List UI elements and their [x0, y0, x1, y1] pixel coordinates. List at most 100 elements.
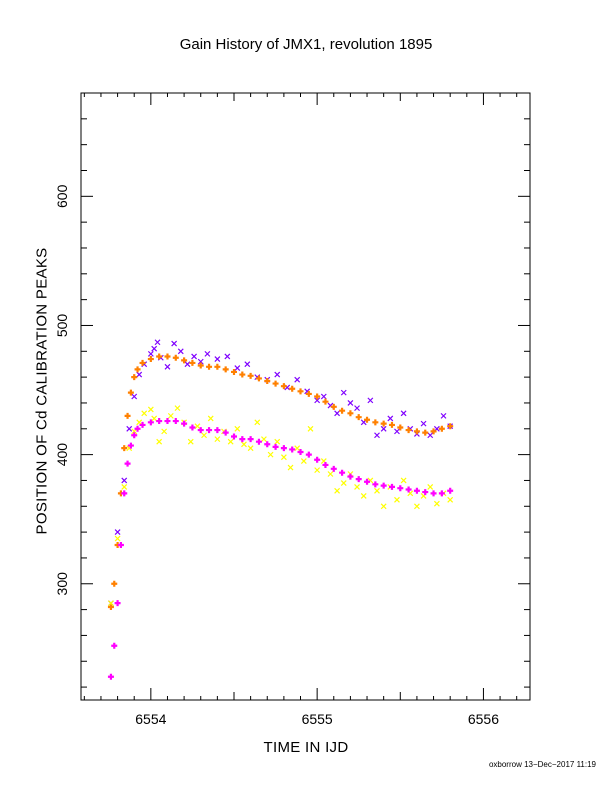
data-point — [147, 406, 154, 413]
data-point — [147, 356, 154, 363]
data-point — [272, 443, 279, 450]
data-point — [355, 414, 362, 421]
data-point — [247, 372, 254, 379]
data-point — [134, 366, 141, 373]
data-point — [234, 365, 241, 372]
data-point — [405, 427, 412, 434]
data-point — [400, 477, 407, 484]
data-point — [264, 441, 271, 448]
data-point — [126, 425, 133, 432]
data-point — [139, 421, 146, 428]
data-point — [121, 445, 128, 452]
series-1 — [107, 353, 454, 611]
x-tick-label: 6554 — [135, 711, 166, 727]
data-point — [364, 416, 371, 423]
data-point — [124, 412, 131, 419]
data-point — [372, 419, 379, 426]
data-point — [413, 487, 420, 494]
data-point — [161, 428, 168, 435]
data-point — [114, 529, 121, 536]
data-point — [422, 429, 429, 436]
data-point — [171, 340, 178, 347]
data-point — [197, 362, 204, 369]
data-point — [244, 361, 251, 368]
data-point — [108, 600, 114, 607]
data-point — [355, 476, 362, 483]
data-point — [121, 483, 128, 490]
data-point — [184, 361, 191, 368]
credit-stamp: oxborrow 13−Dec−2017 11:19 — [488, 760, 596, 769]
data-point — [430, 428, 437, 435]
y-tick-label: 300 — [54, 572, 70, 596]
data-point — [322, 398, 329, 405]
data-point — [438, 490, 445, 497]
data-point — [241, 441, 247, 448]
data-point — [264, 378, 271, 385]
data-point — [164, 353, 171, 360]
data-point — [347, 400, 354, 406]
data-point — [367, 397, 374, 404]
data-point — [440, 412, 447, 419]
data-point — [387, 415, 394, 422]
data-point — [255, 438, 262, 445]
data-point — [380, 482, 387, 489]
y-tick-label: 400 — [54, 443, 70, 467]
data-point — [191, 353, 198, 360]
data-point — [156, 438, 163, 445]
data-point — [433, 500, 440, 507]
series-0 — [108, 339, 454, 607]
data-point — [214, 363, 221, 370]
data-point — [438, 425, 445, 432]
data-point — [447, 487, 454, 494]
data-point — [111, 580, 118, 587]
data-point — [314, 393, 321, 400]
data-point — [207, 415, 214, 422]
data-point — [267, 451, 274, 458]
data-point — [322, 461, 329, 468]
data-point — [289, 446, 296, 453]
data-point — [294, 445, 301, 452]
data-point — [204, 350, 211, 357]
series-2 — [108, 405, 454, 607]
data-point — [124, 460, 131, 467]
data-point — [447, 423, 454, 430]
data-point — [222, 429, 229, 436]
plot-frame — [80, 92, 531, 701]
data-point — [339, 407, 346, 414]
data-point — [422, 489, 429, 496]
data-point — [340, 389, 347, 396]
data-point — [255, 375, 262, 382]
data-point — [139, 359, 146, 366]
data-point — [334, 410, 341, 417]
data-point — [134, 425, 141, 432]
data-point — [314, 467, 321, 474]
data-point — [239, 371, 246, 378]
data-point — [230, 433, 237, 440]
data-point — [261, 436, 267, 443]
data-point — [314, 397, 321, 404]
data-point — [354, 483, 360, 490]
data-point — [427, 432, 434, 439]
data-point — [214, 436, 221, 443]
data-point — [227, 438, 234, 445]
data-point — [388, 483, 395, 490]
data-point — [297, 449, 304, 456]
data-point — [121, 490, 128, 497]
data-point — [206, 427, 213, 434]
data-point — [380, 420, 387, 427]
data-point — [177, 348, 184, 355]
x-tick-label: 6556 — [468, 711, 499, 727]
data-point — [147, 419, 154, 426]
data-point — [114, 600, 121, 607]
data-point — [247, 445, 254, 452]
data-point — [388, 421, 395, 428]
data-point — [187, 438, 194, 445]
data-point — [222, 366, 229, 373]
data-point — [154, 339, 161, 346]
data-point — [234, 425, 241, 432]
data-point — [131, 374, 138, 381]
data-point — [280, 454, 287, 461]
data-point — [340, 480, 347, 486]
data-point — [394, 428, 400, 435]
data-point — [194, 423, 201, 430]
